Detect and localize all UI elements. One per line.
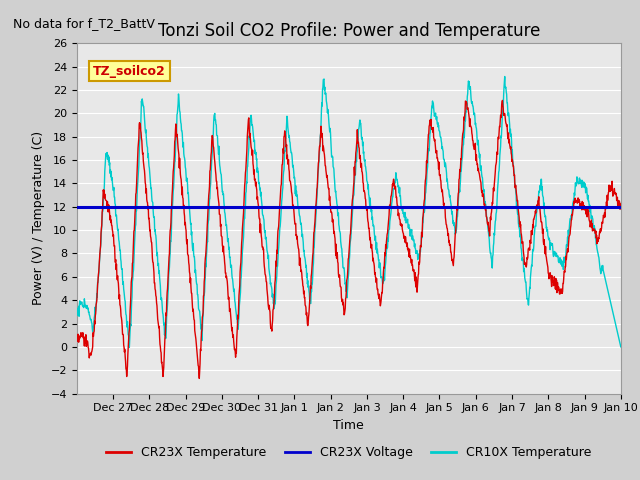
Text: TZ_soilco2: TZ_soilco2 (93, 65, 166, 78)
Title: Tonzi Soil CO2 Profile: Power and Temperature: Tonzi Soil CO2 Profile: Power and Temper… (157, 22, 540, 40)
X-axis label: Time: Time (333, 419, 364, 432)
Y-axis label: Power (V) / Temperature (C): Power (V) / Temperature (C) (32, 132, 45, 305)
Legend: CR23X Temperature, CR23X Voltage, CR10X Temperature: CR23X Temperature, CR23X Voltage, CR10X … (101, 442, 596, 465)
Text: No data for f_T2_BattV: No data for f_T2_BattV (13, 17, 155, 30)
